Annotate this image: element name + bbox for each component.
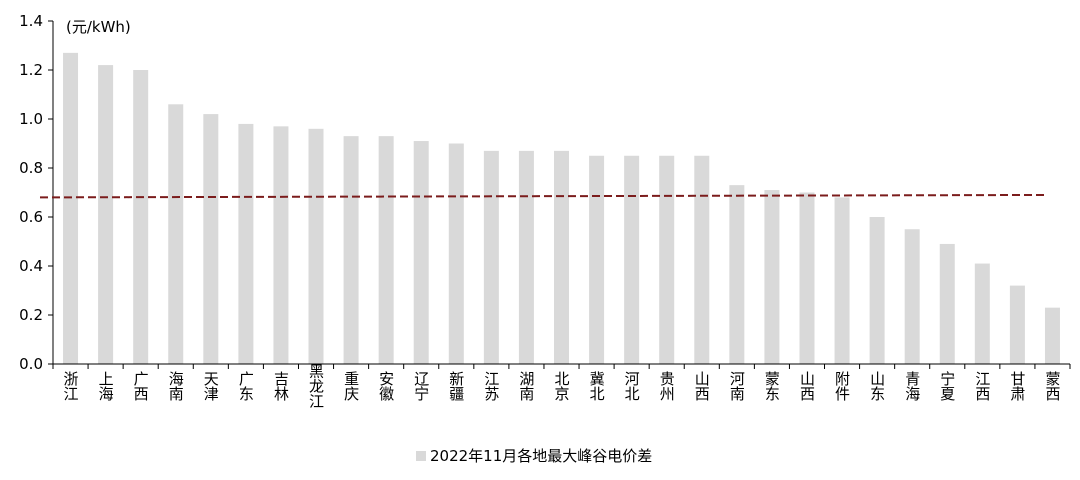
y-tick-label: 0.4 [19,257,43,275]
bar [554,150,569,364]
x-category-label: 蒙西 [1043,371,1061,401]
x-category-label: 河北 [623,371,641,401]
x-category-label: 蒙东 [763,371,781,401]
y-tick-label: 0.6 [19,208,43,226]
bar [764,190,780,364]
x-category-label: 湖南 [517,371,535,401]
bar [378,136,394,364]
bar [1044,307,1060,364]
bar [203,114,219,364]
x-category-label: 安徽 [377,371,395,401]
y-tick-label: 0.8 [19,159,43,177]
bar [63,52,79,364]
bar [308,128,324,364]
x-category-label: 海南 [167,371,185,401]
bar [518,150,534,364]
x-category-label: 山东 [868,371,886,401]
x-category-label: 山西 [798,371,816,401]
x-category-label: 上海 [97,371,115,401]
x-category-label: 冀北 [588,371,606,401]
y-tick-label: 1.2 [19,61,43,79]
bar [869,217,885,364]
bar [238,123,254,365]
bar [729,185,745,364]
bar [133,70,149,364]
x-category-label: 广东 [237,371,255,401]
legend: 2022年11月各地最大峰谷电价差 [416,447,652,465]
x-category-label: 吉林 [272,371,290,401]
x-category-label: 附件 [833,371,851,401]
bar [413,141,429,364]
y-tick-label: 0.2 [19,306,43,324]
bar [589,155,605,364]
x-axis: 浙江 上海 广西 海南 天津 广东 吉林 黑龙江 重庆 安徽 辽宁 新疆 江苏 湖南 北京 冀北 河北 贵州 山西河… [52,363,1071,409]
x-category-label: 黑龙江 [307,364,325,409]
bar [98,65,114,364]
x-category-label: 北京 [553,371,571,402]
bar [939,243,955,364]
x-category-label: 江苏 [482,371,500,402]
y-tick-label: 1.4 [19,12,43,30]
x-category-label: 广西 [132,371,150,401]
x-category-label: 甘肃 [1008,371,1026,401]
reference-line-group [39,193,1047,199]
bar [1009,285,1025,364]
x-category-label: 青海 [903,371,921,401]
bar [834,197,850,364]
x-category-label: 天津 [202,371,220,401]
x-category-label: 宁夏 [938,371,956,401]
legend-swatch [416,451,426,461]
bar [694,155,710,364]
bar [974,263,990,364]
x-category-label: 浙江 [62,371,80,401]
bars-group [63,52,1060,365]
bar [343,136,359,364]
bar [624,155,640,364]
bar [483,150,499,364]
x-category-label: 辽宁 [412,371,430,401]
bar [799,192,815,364]
bar [168,104,184,365]
y-tick-label: 1.0 [19,110,43,128]
bar [448,143,464,364]
bar [904,229,920,364]
x-category-label: 贵州 [658,371,676,401]
x-category-label: 山西 [693,371,711,401]
reference-line [39,193,1047,199]
legend-label: 2022年11月各地最大峰谷电价差 [430,447,652,465]
x-category-label: 河南 [728,371,746,401]
y-tick-label: 0.0 [19,355,43,373]
bar [273,126,289,364]
x-category-label: 重庆 [342,371,360,401]
y-axis: 0.0 0.2 0.4 0.6 0.8 1.0 1.2 1.4 [19,12,54,373]
bar [659,155,675,364]
unit-label: (元/kWh) [66,18,131,36]
x-category-label: 江西 [973,371,991,401]
x-category-label: 新疆 [447,371,465,401]
